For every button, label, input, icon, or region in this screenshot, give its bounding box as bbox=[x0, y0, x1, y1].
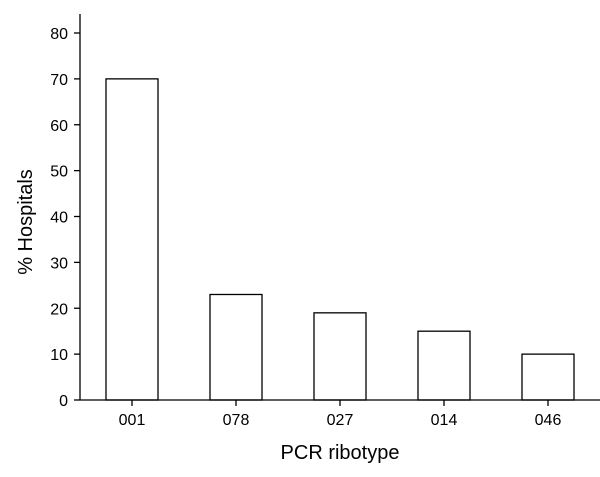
x-tick-label-014: 014 bbox=[431, 412, 458, 429]
y-tick-label-70: 70 bbox=[50, 72, 68, 89]
y-tick-label-80: 80 bbox=[50, 26, 68, 43]
x-tick-label-027: 027 bbox=[327, 412, 354, 429]
x-axis-ticks: 001 078 027 014 046 bbox=[119, 400, 562, 429]
bar-001 bbox=[105, 78, 159, 401]
bar-078 bbox=[209, 293, 263, 401]
y-axis-ticks: 0 10 20 30 40 50 60 70 80 bbox=[50, 26, 80, 410]
y-tick-label-20: 20 bbox=[50, 301, 68, 318]
x-axis-title: PCR ribotype bbox=[281, 442, 400, 464]
x-tick-label-078: 078 bbox=[223, 412, 250, 429]
y-tick-label-60: 60 bbox=[50, 118, 68, 135]
x-tick-label-046: 046 bbox=[535, 412, 562, 429]
y-tick-label-30: 30 bbox=[50, 255, 68, 272]
bar-027 bbox=[313, 312, 367, 401]
y-axis-title: % Hospitals bbox=[15, 169, 37, 275]
x-tick-label-001: 001 bbox=[119, 412, 146, 429]
y-tick-label-10: 10 bbox=[50, 347, 68, 364]
bar-046 bbox=[521, 353, 575, 401]
y-tick-label-40: 40 bbox=[50, 210, 68, 227]
y-tick-label-0: 0 bbox=[59, 393, 68, 410]
y-tick-label-50: 50 bbox=[50, 164, 68, 181]
bar-014 bbox=[417, 330, 471, 401]
bars-group bbox=[105, 78, 575, 401]
